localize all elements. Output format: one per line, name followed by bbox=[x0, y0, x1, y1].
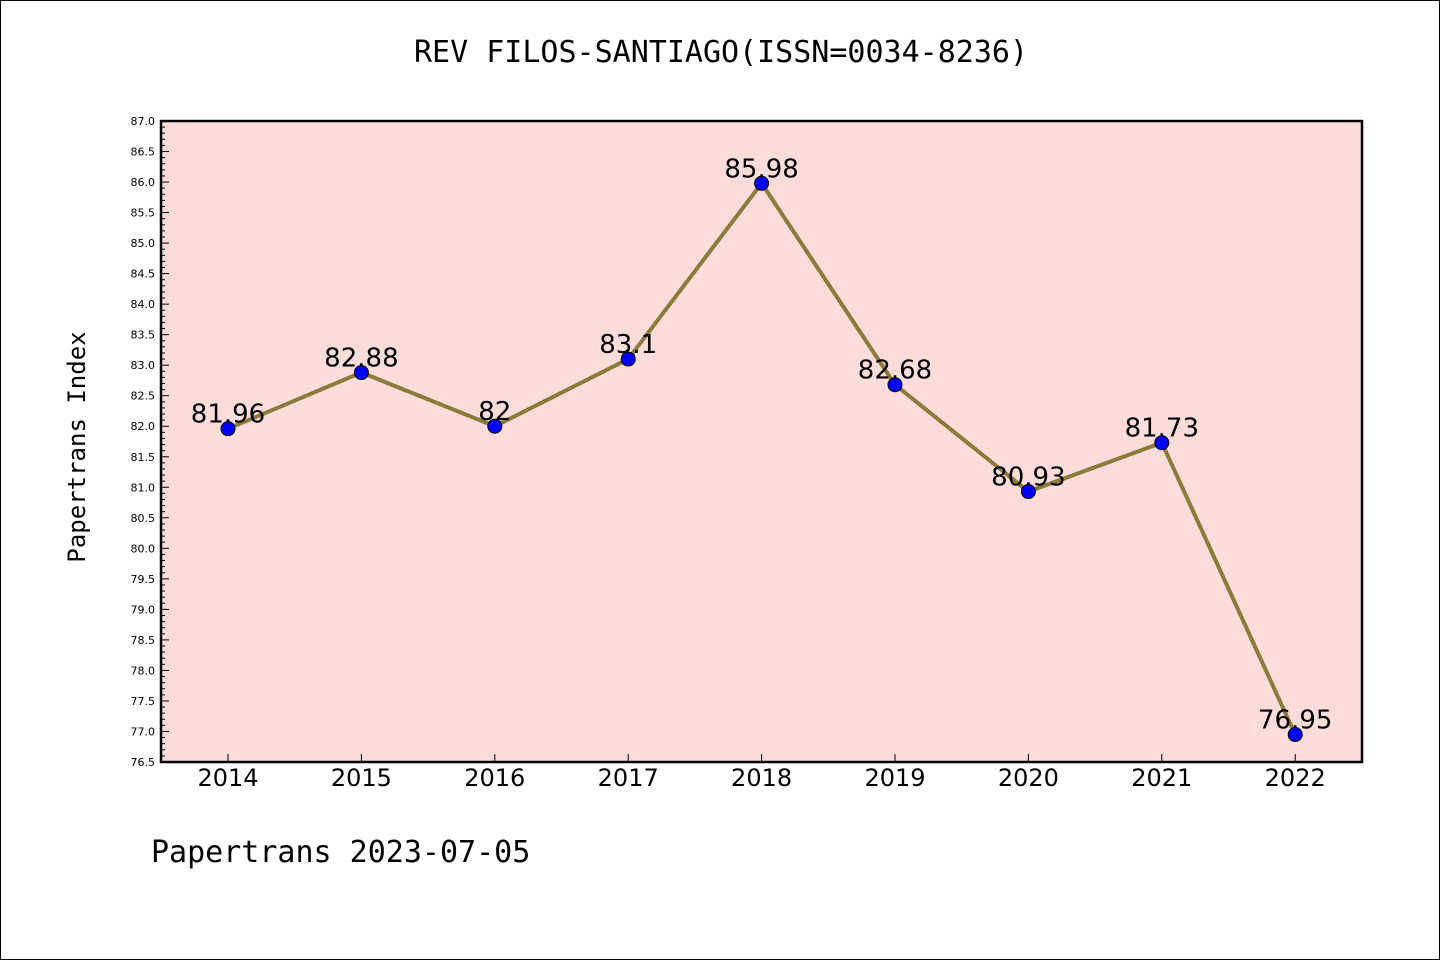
x-tick-label: 2018 bbox=[731, 764, 792, 792]
y-tick-label: 83.5 bbox=[131, 329, 156, 342]
y-tick-label: 77.0 bbox=[131, 725, 156, 738]
data-label: 80.93 bbox=[991, 463, 1065, 493]
x-tick-label: 2014 bbox=[197, 764, 258, 792]
y-tick-label: 81.0 bbox=[131, 481, 156, 494]
data-label: 82.88 bbox=[324, 344, 398, 374]
data-point bbox=[887, 377, 903, 393]
data-point bbox=[620, 351, 636, 367]
data-label: 82 bbox=[478, 397, 511, 427]
data-point bbox=[1020, 484, 1036, 500]
data-point bbox=[754, 175, 770, 191]
y-tick-label: 78.5 bbox=[131, 634, 156, 647]
data-point bbox=[1154, 435, 1170, 451]
y-axis: 76.5 77.0 77.5 78.0 78.5 79.0 79.5 80.0 80.5 81.0… bbox=[131, 115, 169, 769]
x-tick-label: 2021 bbox=[1131, 764, 1192, 792]
data-label: 81.73 bbox=[1125, 414, 1199, 444]
x-tick-label: 2017 bbox=[598, 764, 659, 792]
y-tick-label: 82.5 bbox=[131, 390, 156, 403]
y-tick-label: 82.0 bbox=[131, 420, 156, 433]
data-label: 83.1 bbox=[599, 330, 657, 360]
y-tick-label: 79.0 bbox=[131, 603, 156, 616]
y-tick-label: 84.0 bbox=[131, 298, 156, 311]
y-tick-label: 80.0 bbox=[131, 542, 156, 555]
y-tick-label: 86.0 bbox=[131, 176, 156, 189]
y-tick-label: 84.5 bbox=[131, 268, 156, 281]
y-tick-label: 76.5 bbox=[131, 756, 156, 769]
data-labels: 81.96 82.88 82 83.1 85.98 82.68 80.93 81.73 76.9… bbox=[191, 154, 1333, 735]
y-tick-label: 78.0 bbox=[131, 664, 156, 677]
data-label: 81.96 bbox=[191, 400, 265, 430]
x-tick-label: 2020 bbox=[998, 764, 1059, 792]
y-tick-label: 80.5 bbox=[131, 512, 156, 525]
data-label: 82.68 bbox=[858, 356, 932, 386]
y-tick-label: 86.5 bbox=[131, 146, 156, 159]
x-axis: 2014 2015 2016 2017 2018 2019 2020 2021 2022 bbox=[197, 754, 1326, 792]
data-label: 85.98 bbox=[724, 154, 798, 184]
data-point bbox=[487, 418, 503, 434]
data-point bbox=[220, 421, 236, 437]
y-tick-label: 85.0 bbox=[131, 237, 156, 250]
data-point bbox=[1287, 727, 1303, 743]
data-label: 76.95 bbox=[1258, 706, 1332, 736]
data-markers bbox=[220, 175, 1303, 743]
x-tick-label: 2019 bbox=[864, 764, 925, 792]
y-tick-label: 79.5 bbox=[131, 573, 156, 586]
x-tick-label: 2022 bbox=[1265, 764, 1326, 792]
y-tick-label: 83.0 bbox=[131, 359, 156, 372]
data-point bbox=[353, 365, 369, 381]
y-tick-label: 81.5 bbox=[131, 451, 156, 464]
y-tick-label: 77.5 bbox=[131, 695, 156, 708]
y-tick-label: 87.0 bbox=[131, 115, 156, 128]
x-tick-label: 2016 bbox=[464, 764, 525, 792]
y-tick-label: 85.5 bbox=[131, 207, 156, 220]
x-tick-label: 2015 bbox=[331, 764, 392, 792]
y-axis-label: Papertrans Index bbox=[63, 331, 91, 562]
footer-text: Papertrans 2023-07-05 bbox=[151, 835, 531, 870]
chart-title: REV FILOS-SANTIAGO(ISSN=0034-8236) bbox=[413, 35, 1029, 70]
